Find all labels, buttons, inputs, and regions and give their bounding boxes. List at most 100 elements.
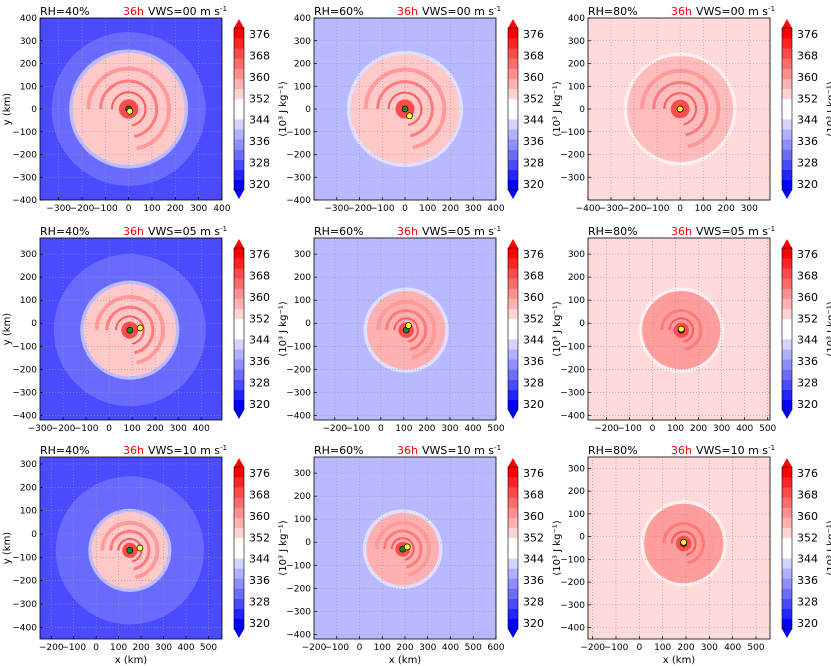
y-tick-label: 100 xyxy=(294,515,311,525)
x-tick-label: 100 xyxy=(374,643,391,653)
colorbar-segment xyxy=(782,179,792,191)
colorbar-tick-label: 344 xyxy=(523,553,544,566)
colorbar-segment xyxy=(508,497,518,508)
colorbar-tick-label: 336 xyxy=(797,574,818,587)
panel-vws-label: VWS=00 m s-1 xyxy=(422,5,501,18)
x-tick-label: −200 xyxy=(622,204,647,214)
panel-vws-label: VWS=00 m s-1 xyxy=(148,5,227,18)
x-tick-label: 200 xyxy=(690,424,707,434)
x-tick-label: −100 xyxy=(604,643,629,653)
colorbar-segment xyxy=(782,298,792,310)
colorbar-segment xyxy=(508,359,518,370)
colorbar-tick-label: 360 xyxy=(249,291,270,304)
yellow-center-marker xyxy=(136,324,144,332)
axes-frame xyxy=(313,237,497,421)
y-tick-label: −200 xyxy=(286,365,311,375)
colorbar-tick-label: 320 xyxy=(797,178,818,191)
rain-band xyxy=(383,529,423,569)
x-tick-label: 300 xyxy=(170,424,187,434)
colorbar-segment xyxy=(782,329,792,340)
panel-rh-label: RH=60% xyxy=(314,5,364,18)
colorbar-segment xyxy=(234,379,244,391)
colorbar-tick-label: 336 xyxy=(523,135,544,148)
y-tick-label: −300 xyxy=(560,173,585,183)
x-tick-label: 500 xyxy=(747,643,764,653)
green-center-marker xyxy=(126,546,134,554)
x-tick-label: 200 xyxy=(147,424,164,434)
colorbar-segment xyxy=(234,598,244,610)
rain-band xyxy=(663,92,698,126)
x-tick-label: −200 xyxy=(594,424,619,434)
y-tick-label: 200 xyxy=(294,273,311,283)
colorbar-segment xyxy=(782,78,792,90)
x-tick-label: −400 xyxy=(576,204,601,214)
colorbar-segment xyxy=(782,308,792,320)
y-tick-label: 200 xyxy=(568,487,585,497)
panel-rh-label: RH=80% xyxy=(588,225,638,238)
y-tick-label: 200 xyxy=(20,60,37,70)
colorbar-tick-label: 368 xyxy=(797,269,818,282)
colorbar-extend-bottom xyxy=(508,190,518,199)
y-tick-label: −400 xyxy=(560,624,585,634)
colorbar-segment xyxy=(782,169,792,181)
colorbar-segment xyxy=(782,58,792,69)
rain-band xyxy=(117,537,143,563)
colorbar-tick-label: 376 xyxy=(797,248,818,261)
colorbar-segment xyxy=(782,339,792,350)
colorbar-segment xyxy=(508,598,518,610)
colorbar-segment xyxy=(234,359,244,370)
y-tick-label: 0 xyxy=(305,319,311,329)
colorbar-segment xyxy=(782,159,792,171)
colorbar-segment xyxy=(234,268,244,279)
panel-rh-label: RH=80% xyxy=(588,5,638,18)
colorbar-segment xyxy=(508,248,518,259)
colorbar-tick-label: 352 xyxy=(249,92,270,105)
y-tick-label: −200 xyxy=(12,365,37,375)
colorbar-segment xyxy=(234,179,244,191)
colorbar-label: (10³ J kg⁻¹) xyxy=(552,81,563,136)
colorbar-segment xyxy=(234,318,244,330)
y-tick-label: 300 xyxy=(20,250,37,260)
colorbar-tick-label: 336 xyxy=(523,574,544,587)
colorbar-segment xyxy=(782,68,792,79)
colorbar-tick-label: 336 xyxy=(523,355,544,368)
y-tick-label: 200 xyxy=(568,60,585,70)
colorbar-segment xyxy=(508,618,518,630)
x-tick-label: 400 xyxy=(464,424,481,434)
x-tick-label: −200 xyxy=(302,643,327,653)
y-tick-label: −200 xyxy=(560,365,585,375)
panel-time-label: 36h xyxy=(397,225,418,238)
y-tick-label: 400 xyxy=(20,14,37,24)
colorbar-segment xyxy=(234,467,244,478)
colorbar-segment xyxy=(234,159,244,171)
colorbar-segment xyxy=(508,38,518,49)
rain-band xyxy=(100,520,160,580)
panel-6: −200−100 0 100 200 300 400 5003002001000−100−2… xyxy=(560,225,831,434)
y-tick-label: 0 xyxy=(31,319,37,329)
colorbar-extend-bottom xyxy=(508,629,518,638)
colorbar-tick-label: 328 xyxy=(797,596,818,609)
yellow-center-marker xyxy=(136,544,144,552)
y-tick-label: 200 xyxy=(20,273,37,283)
colorbar-tick-label: 376 xyxy=(523,248,544,261)
colorbar-segment xyxy=(508,608,518,620)
colorbar-segment xyxy=(508,68,518,79)
colorbar-segment xyxy=(782,548,792,559)
plot-area xyxy=(588,18,770,200)
colorbar-tick-label: 320 xyxy=(797,398,818,411)
y-tick-label: −400 xyxy=(286,196,311,206)
y-tick-label: 200 xyxy=(294,60,311,70)
colorbar-tick-label: 320 xyxy=(249,617,270,630)
colorbar-segment xyxy=(508,28,518,39)
colorbar-tick-label: 328 xyxy=(249,596,270,609)
x-tick-label: 300 xyxy=(419,643,436,653)
colorbar-segment xyxy=(782,139,792,150)
colorbar-segment xyxy=(234,139,244,150)
colorbar-tick-label: 336 xyxy=(797,355,818,368)
y-tick-label: 0 xyxy=(305,538,311,548)
panel-time-label: 36h xyxy=(671,444,692,457)
y-tick-label: 200 xyxy=(294,492,311,502)
colorbar-segment xyxy=(234,399,244,411)
colorbar-tick-label: 344 xyxy=(249,334,270,347)
y-tick-label: 0 xyxy=(579,319,585,329)
